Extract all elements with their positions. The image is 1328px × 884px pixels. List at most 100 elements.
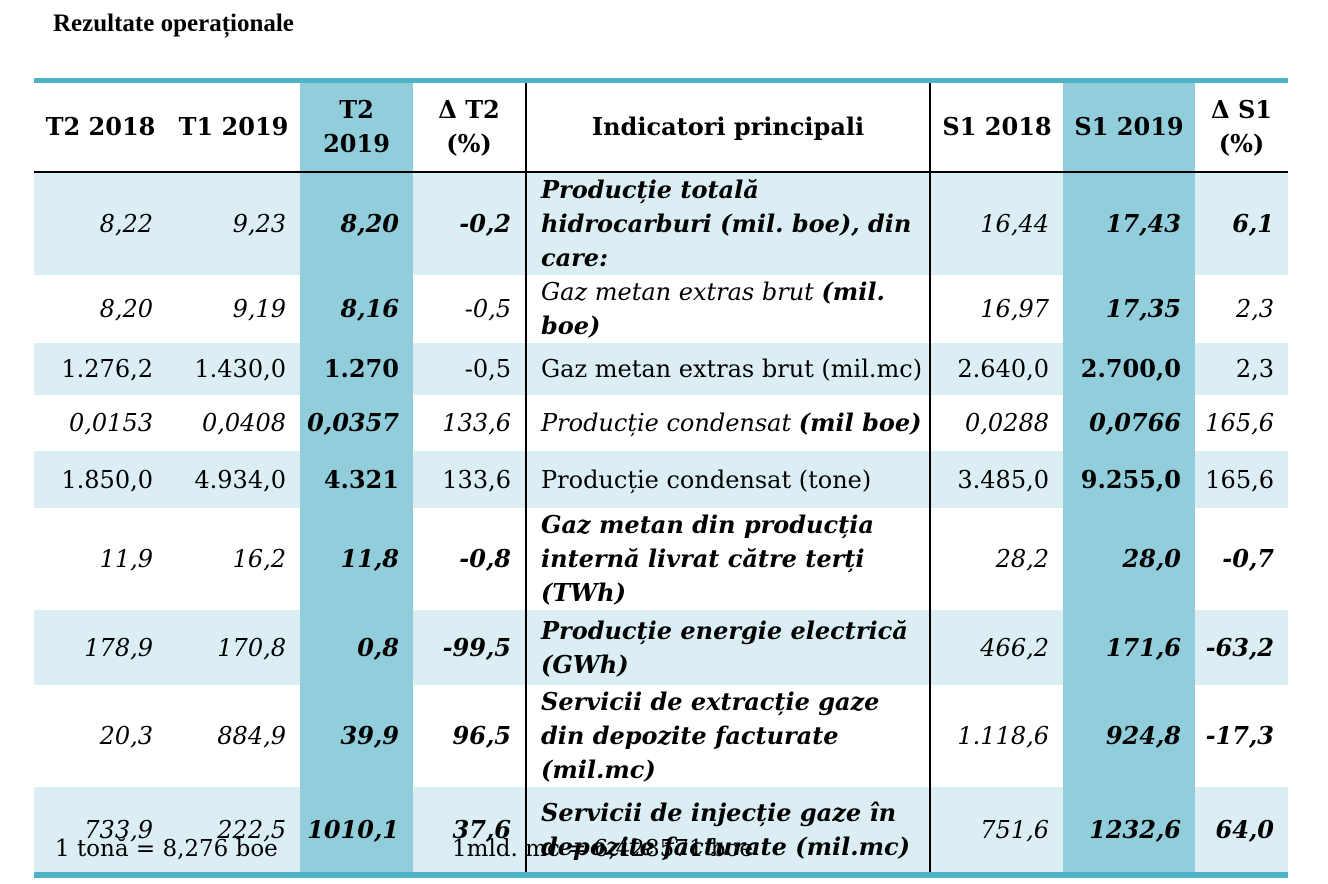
operational-results-table: T2 2018 T1 2019 T2 2019 Δ T2 (%) Indicator… <box>34 83 1288 872</box>
cell-s1-2019: 924,8 <box>1063 685 1195 787</box>
cell-indicator: Producție energie electrică (GWh) <box>525 610 931 685</box>
cell-t2-2019: 0,8 <box>300 610 413 685</box>
page-title: Rezultate operaționale <box>53 10 294 37</box>
cell-t2-2019: 11,8 <box>300 508 413 610</box>
cell-t1-2019: 170,8 <box>167 610 300 685</box>
cell-indicator: Producție condensat (tone) <box>525 451 931 508</box>
cell-s1-2018: 0,0288 <box>965 409 1049 437</box>
indicator-label: Producție totală hidrocarburi (mil. boe)… <box>541 175 912 272</box>
cell-delta-t2: 96,5 <box>452 721 511 750</box>
indicator-label: Servicii de extracție gaze din depozite … <box>541 687 880 784</box>
table-row: 1.276,2 1.430,0 1.270 -0,5 Gaz metan extras … <box>34 343 1288 395</box>
cell-t2-2019: 8,16 <box>300 275 413 343</box>
table-row: 733,9 222,5 1010,1 37,6 Servicii de injecție… <box>34 787 1288 872</box>
cell-t2-2018: 8,22 <box>34 172 167 275</box>
cell-t1-2019: 1.430,0 <box>167 343 300 395</box>
cell-s1-2019: 17,43 <box>1063 172 1195 275</box>
cell-indicator: Gaz metan extras brut (mil. boe) <box>525 275 931 343</box>
cell-delta-s1: -17,3 <box>1205 721 1274 750</box>
cell-delta-s1: -63,2 <box>1195 610 1288 685</box>
cell-t2-2018: 11,9 <box>99 545 153 573</box>
cell-delta-s1: 2,3 <box>1235 295 1274 323</box>
cell-t2-2019: 0,0357 <box>300 395 413 451</box>
table-row: 8,20 9,19 8,16 -0,5 Gaz metan extras brut (m… <box>34 275 1288 343</box>
cell-s1-2019: 17,35 <box>1063 275 1195 343</box>
table-header-row: T2 2018 T1 2019 T2 2019 Δ T2 (%) Indicator… <box>34 83 1288 173</box>
cell-delta-t2: 37,6 <box>413 787 526 872</box>
cell-s1-2019: 0,0766 <box>1063 395 1195 451</box>
header-t2-2018: T2 2018 <box>34 83 167 173</box>
table-row: 0,0153 0,0408 0,0357 133,6 Producție condens… <box>34 395 1288 451</box>
indicator-unit: (mil boe) <box>798 408 922 437</box>
cell-delta-s1: 64,0 <box>1195 787 1288 872</box>
footnote-mld: 1mld. mc = 6,428571 boe <box>452 836 753 862</box>
cell-indicator: Producție condensat (mil boe) <box>525 395 931 451</box>
indicator-label: Servicii de injecție gaze în depozite fa… <box>541 797 910 861</box>
cell-delta-t2: -0,5 <box>413 343 526 395</box>
cell-t2-2019: 1.270 <box>300 343 413 395</box>
cell-t2-2019: 39,9 <box>300 685 413 787</box>
table-row: 8,22 9,23 8,20 -0,2 Producție totală hidroca… <box>34 172 1288 275</box>
cell-delta-t2: -0,2 <box>413 172 526 275</box>
cell-delta-t2: -0,8 <box>459 544 511 573</box>
cell-s1-2018: 466,2 <box>930 610 1063 685</box>
cell-delta-s1: 165,6 <box>1205 409 1274 437</box>
cell-s1-2019: 28,0 <box>1063 508 1195 610</box>
cell-indicator: Servicii de injecție gaze în depozite fa… <box>525 787 931 872</box>
cell-s1-2018: 1.118,6 <box>957 722 1049 750</box>
table-row: 1.850,0 4.934,0 4.321 133,6 Producție conden… <box>34 451 1288 508</box>
cell-t1-2019: 9,23 <box>167 172 300 275</box>
indicator-label: Gaz metan din producția internă livrat c… <box>541 510 874 607</box>
cell-s1-2018: 751,6 <box>930 787 1063 872</box>
cell-s1-2018: 16,97 <box>980 295 1049 323</box>
cell-t1-2019: 9,19 <box>232 295 286 323</box>
cell-t1-2019: 222,5 <box>167 787 300 872</box>
cell-delta-s1: 2,3 <box>1195 343 1288 395</box>
cell-delta-t2: 133,6 <box>413 451 526 508</box>
header-t2-2019: T2 2019 <box>300 83 413 173</box>
header-delta-t2: Δ T2 (%) <box>413 83 526 173</box>
cell-t2-2018: 1.276,2 <box>34 343 167 395</box>
indicator-label: Producție energie electrică (GWh) <box>541 615 908 679</box>
cell-delta-s1: 165,6 <box>1195 451 1288 508</box>
cell-indicator: Gaz metan extras brut (mil.mc) <box>525 343 931 395</box>
cell-s1-2018: 2.640,0 <box>930 343 1063 395</box>
table-top-rule <box>34 78 1288 83</box>
cell-delta-t2: -99,5 <box>413 610 526 685</box>
cell-t1-2019: 0,0408 <box>202 409 286 437</box>
cell-t1-2019: 884,9 <box>217 722 286 750</box>
cell-t2-2018: 1.850,0 <box>34 451 167 508</box>
cell-t2-2018: 20,3 <box>99 722 153 750</box>
cell-t2-2019: 4.321 <box>300 451 413 508</box>
header-indicators: Indicatori principali <box>525 83 931 173</box>
indicator-label: Producție condensat (tone) <box>541 465 872 494</box>
header-s1-2018: S1 2018 <box>930 83 1063 173</box>
operational-results-table-wrap: T2 2018 T1 2019 T2 2019 Δ T2 (%) Indicator… <box>34 78 1288 878</box>
cell-t1-2019: 4.934,0 <box>167 451 300 508</box>
cell-delta-s1: -0,7 <box>1222 544 1274 573</box>
table-row: 11,9 16,2 11,8 -0,8 Gaz metan din producția … <box>34 508 1288 610</box>
indicator-label: Producție condensat <box>541 409 792 437</box>
cell-indicator: Servicii de extracție gaze din depozite … <box>525 685 931 787</box>
indicator-label: Gaz metan extras brut <box>541 278 814 306</box>
cell-s1-2018: 28,2 <box>995 545 1049 573</box>
cell-indicator: Producție totală hidrocarburi (mil. boe)… <box>525 172 931 275</box>
cell-indicator: Gaz metan din producția internă livrat c… <box>525 508 931 610</box>
cell-s1-2019: 2.700,0 <box>1063 343 1195 395</box>
cell-s1-2019: 9.255,0 <box>1063 451 1195 508</box>
cell-s1-2018: 16,44 <box>930 172 1063 275</box>
header-t1-2019: T1 2019 <box>167 83 300 173</box>
table-row: 20,3 884,9 39,9 96,5 Servicii de extracție g… <box>34 685 1288 787</box>
cell-t2-2018: 0,0153 <box>69 409 153 437</box>
cell-delta-t2: 133,6 <box>442 409 511 437</box>
cell-delta-t2: -0,5 <box>464 295 511 323</box>
cell-t2-2018: 178,9 <box>34 610 167 685</box>
cell-t2-2019: 8,20 <box>300 172 413 275</box>
cell-s1-2019: 1232,6 <box>1063 787 1195 872</box>
table-row: 178,9 170,8 0,8 -99,5 Producție energie elec… <box>34 610 1288 685</box>
indicator-unit: (mil. boe) <box>541 277 885 340</box>
header-s1-2019: S1 2019 <box>1063 83 1195 173</box>
cell-s1-2018: 3.485,0 <box>930 451 1063 508</box>
cell-s1-2019: 171,6 <box>1063 610 1195 685</box>
cell-delta-s1: 6,1 <box>1195 172 1288 275</box>
